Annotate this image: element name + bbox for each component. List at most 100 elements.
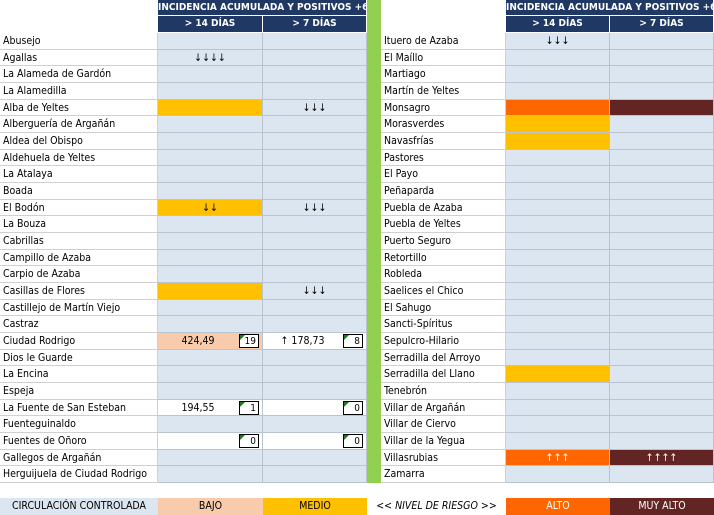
risk-cell bbox=[506, 383, 610, 400]
risk-cell bbox=[263, 116, 367, 133]
risk-cell bbox=[506, 283, 610, 300]
municipality: Monsagro bbox=[381, 99, 506, 117]
risk-cell bbox=[263, 466, 367, 483]
risk-cell bbox=[263, 316, 367, 333]
risk-cell bbox=[158, 416, 263, 433]
risk-cell bbox=[158, 216, 263, 233]
risk-cell bbox=[610, 149, 714, 167]
municipality: Navasfrías bbox=[381, 133, 506, 150]
case-count: 19 bbox=[239, 334, 259, 348]
risk-cell bbox=[610, 199, 714, 217]
risk-cell bbox=[506, 266, 610, 283]
risk-cell bbox=[158, 266, 263, 283]
case-count: 1 bbox=[239, 400, 259, 415]
risk-cell bbox=[610, 383, 714, 400]
municipality: Sepulcro-Hilario bbox=[381, 333, 506, 350]
municipality: Herguijuela de Ciudad Rodrigo bbox=[0, 466, 158, 483]
municipality: Dios le Guarde bbox=[0, 349, 158, 367]
risk-cell: ↓↓↓ bbox=[263, 283, 367, 300]
municipality: Fuentes de Oñoro bbox=[0, 433, 158, 450]
risk-cell bbox=[610, 216, 714, 233]
risk-cell bbox=[263, 299, 367, 317]
risk-cell bbox=[263, 449, 367, 467]
municipality: Villar de Argañán bbox=[381, 399, 506, 417]
risk-cell bbox=[610, 49, 714, 67]
legend-item: CIRCULACIÓN CONTROLADA bbox=[0, 498, 158, 515]
risk-cell bbox=[506, 416, 610, 433]
header-col: > 7 DÍAS bbox=[263, 16, 367, 33]
municipality: Gallegos de Argañán bbox=[0, 449, 158, 467]
risk-cell bbox=[158, 33, 263, 50]
risk-cell: ↓↓↓ bbox=[263, 99, 367, 117]
risk-cell bbox=[506, 316, 610, 333]
risk-cell bbox=[506, 333, 610, 350]
header-title: INCIDENCIA ACUMULADA Y POSITIVOS +60 AÑO… bbox=[506, 0, 714, 16]
municipality: La Alamedilla bbox=[0, 83, 158, 100]
legend-item: BAJO bbox=[158, 498, 263, 515]
risk-cell bbox=[263, 149, 367, 167]
risk-cell bbox=[610, 366, 714, 383]
case-count: 8 bbox=[343, 334, 363, 348]
municipality: Boada bbox=[0, 183, 158, 200]
municipality: Serradilla del Llano bbox=[381, 366, 506, 383]
header-col: > 14 DÍAS bbox=[506, 16, 610, 33]
municipality: La Encina bbox=[0, 366, 158, 383]
risk-cell bbox=[158, 99, 263, 117]
municipality: Tenebrón bbox=[381, 383, 506, 400]
risk-cell bbox=[610, 283, 714, 300]
municipality: El Bodón bbox=[0, 199, 158, 217]
municipality: Agallas bbox=[0, 49, 158, 67]
case-count: 0 bbox=[343, 434, 363, 448]
header-col: > 14 DÍAS bbox=[158, 16, 263, 33]
risk-cell bbox=[506, 66, 610, 83]
risk-cell: ↑ 178,73 8 bbox=[263, 333, 367, 350]
risk-cell bbox=[263, 33, 367, 50]
risk-cell bbox=[158, 116, 263, 133]
municipality: Puebla de Yeltes bbox=[381, 216, 506, 233]
risk-cell bbox=[158, 183, 263, 200]
risk-cell bbox=[158, 349, 263, 367]
risk-cell bbox=[158, 299, 263, 317]
header-col: > 7 DÍAS bbox=[610, 16, 714, 33]
risk-cell bbox=[610, 316, 714, 333]
risk-cell: 424,49 19 bbox=[158, 333, 263, 350]
risk-cell bbox=[506, 366, 610, 383]
legend-item: << NIVEL DE RIESGO >> bbox=[367, 498, 506, 515]
risk-cell bbox=[158, 66, 263, 83]
risk-cell bbox=[610, 349, 714, 367]
risk-cell bbox=[506, 233, 610, 250]
risk-cell: 0 bbox=[158, 433, 263, 450]
risk-cell: ↓↓ bbox=[158, 199, 263, 217]
risk-cell: ↓↓↓ bbox=[263, 199, 367, 217]
legend-item: MEDIO bbox=[263, 498, 367, 515]
risk-cell bbox=[263, 216, 367, 233]
risk-cell: 194,55 1 bbox=[158, 399, 263, 417]
municipality: La Fuente de San Esteban bbox=[0, 399, 158, 417]
risk-cell bbox=[506, 249, 610, 267]
risk-cell bbox=[610, 133, 714, 150]
risk-cell bbox=[263, 366, 367, 383]
risk-cell bbox=[506, 166, 610, 183]
risk-cell bbox=[158, 383, 263, 400]
case-count: 0 bbox=[343, 400, 363, 415]
risk-cell bbox=[506, 433, 610, 450]
risk-cell: ↓↓↓↓ bbox=[158, 49, 263, 67]
risk-cell bbox=[263, 233, 367, 250]
risk-cell bbox=[610, 33, 714, 50]
municipality: Ituero de Azaba bbox=[381, 33, 506, 50]
municipality: Castillejo de Martín Viejo bbox=[0, 299, 158, 317]
municipality: Puebla de Azaba bbox=[381, 199, 506, 217]
municipality: Aldea del Obispo bbox=[0, 133, 158, 150]
municipality: Peñaparda bbox=[381, 183, 506, 200]
risk-cell: ↓↓↓ bbox=[506, 33, 610, 50]
municipality: Villar de Ciervo bbox=[381, 416, 506, 433]
risk-cell bbox=[506, 399, 610, 417]
municipality: El Maíllo bbox=[381, 49, 506, 67]
risk-cell bbox=[158, 449, 263, 467]
risk-cell bbox=[506, 99, 610, 117]
risk-cell bbox=[610, 66, 714, 83]
risk-cell bbox=[610, 299, 714, 317]
risk-cell bbox=[158, 366, 263, 383]
risk-cell: 0 bbox=[263, 433, 367, 450]
risk-cell bbox=[610, 333, 714, 350]
